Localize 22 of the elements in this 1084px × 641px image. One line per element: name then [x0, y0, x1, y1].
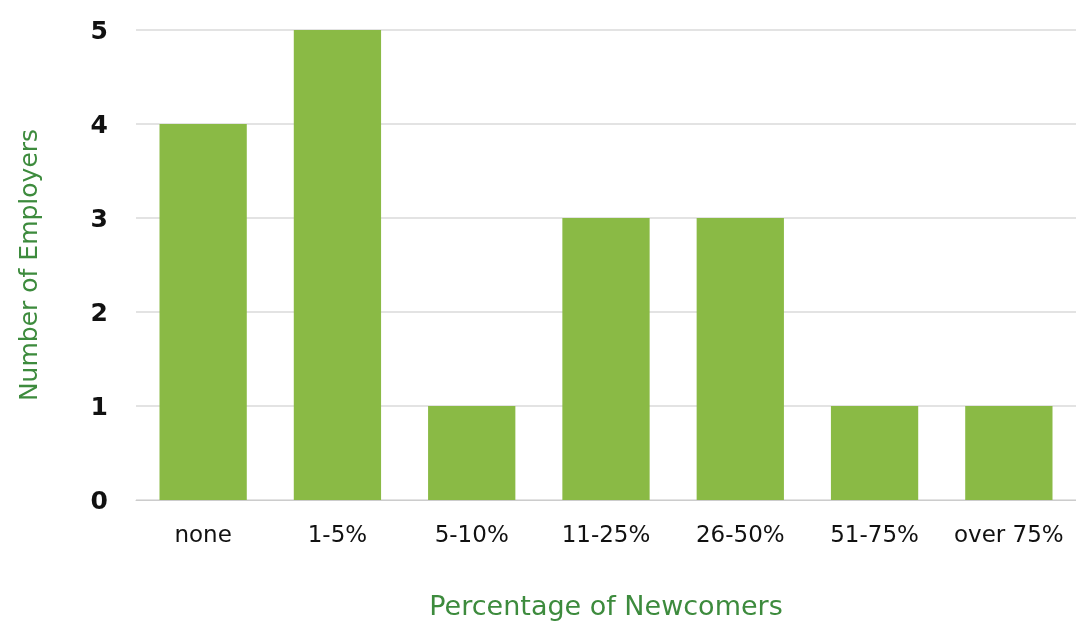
x-tick-label: 1-5%	[307, 520, 368, 547]
y-axis-title: Number of Employers	[14, 128, 43, 402]
bar	[830, 406, 919, 500]
y-tick-label: 1	[90, 391, 108, 421]
x-tick-label: over 75%	[953, 520, 1064, 547]
x-tick-label: none	[174, 520, 232, 547]
bar	[159, 124, 247, 500]
x-tick-label: 26-50%	[695, 520, 785, 547]
bar	[562, 218, 650, 500]
x-tick-label: 5-10%	[434, 520, 509, 547]
y-tick-label: 3	[90, 203, 108, 233]
y-tick-label: 2	[90, 297, 108, 327]
bar	[428, 406, 516, 500]
bar	[965, 406, 1053, 500]
y-tick-label: 4	[90, 109, 108, 139]
y-tick-label: 0	[90, 485, 108, 515]
x-tick-label: 51-75%	[830, 520, 919, 547]
y-tick-label: 5	[90, 15, 108, 45]
bar	[696, 218, 784, 500]
x-axis-title: Percentage of Newcomers	[429, 590, 783, 621]
bar	[293, 30, 382, 500]
x-tick-label: 11-25%	[561, 520, 651, 547]
